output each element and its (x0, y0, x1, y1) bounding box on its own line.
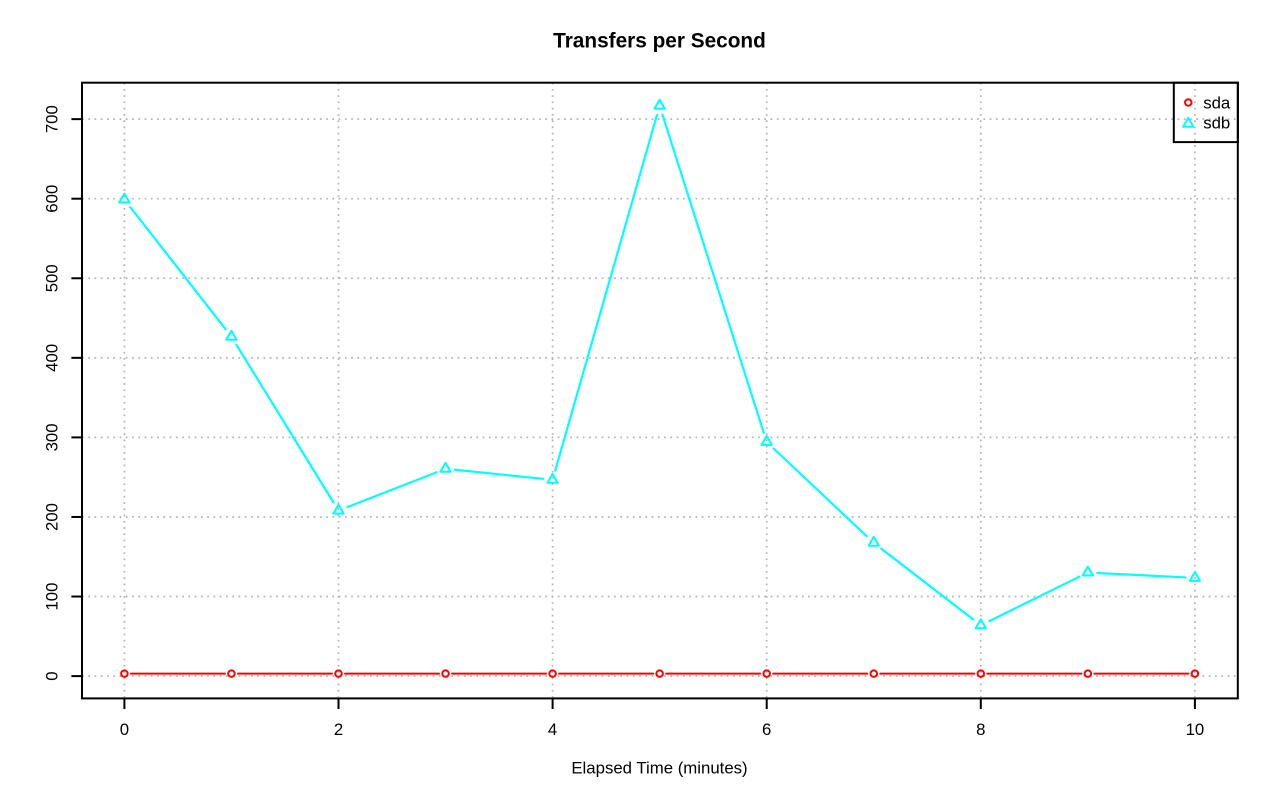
svg-text:2: 2 (334, 720, 343, 739)
svg-text:4: 4 (548, 720, 557, 739)
svg-text:700: 700 (43, 105, 62, 133)
svg-text:0: 0 (43, 671, 62, 680)
svg-text:200: 200 (43, 503, 62, 531)
svg-text:600: 600 (43, 185, 62, 213)
svg-text:sda: sda (1203, 94, 1231, 113)
svg-text:500: 500 (43, 264, 62, 292)
svg-text:100: 100 (43, 583, 62, 611)
svg-text:8: 8 (976, 720, 985, 739)
svg-text:Elapsed Time (minutes): Elapsed Time (minutes) (571, 759, 747, 778)
svg-text:10: 10 (1186, 720, 1205, 739)
svg-text:400: 400 (43, 344, 62, 372)
svg-text:300: 300 (43, 423, 62, 451)
svg-text:0: 0 (120, 720, 129, 739)
svg-text:sdb: sdb (1203, 113, 1230, 132)
svg-text:Transfers per Second: Transfers per Second (553, 30, 766, 53)
svg-text:6: 6 (762, 720, 771, 739)
